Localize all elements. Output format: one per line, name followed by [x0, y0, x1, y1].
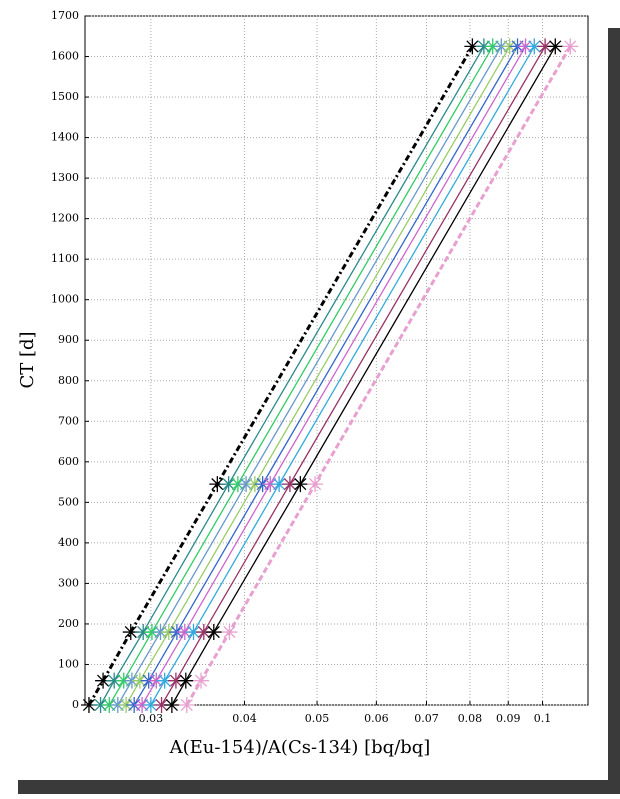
- x-tick-label: 0.1: [534, 712, 552, 725]
- point-marker: [101, 697, 118, 713]
- point-marker: [148, 672, 165, 689]
- point-marker: [95, 672, 112, 689]
- point-marker: [484, 38, 501, 55]
- x-tick-label: 0.05: [305, 712, 330, 725]
- point-marker: [262, 476, 279, 493]
- y-axis-label: CT [d]: [17, 331, 38, 388]
- point-marker: [177, 672, 194, 689]
- shadow-right: [608, 28, 620, 794]
- x-tick-label: 0.04: [232, 712, 257, 725]
- point-marker: [106, 672, 123, 689]
- point-marker: [92, 697, 109, 713]
- y-tick-label: 700: [58, 414, 79, 427]
- y-tick-label: 1200: [51, 212, 79, 225]
- y-tick-label: 1100: [51, 252, 79, 265]
- point-marker: [238, 476, 255, 493]
- point-marker: [178, 697, 195, 713]
- y-tick-label: 0: [72, 698, 79, 711]
- y-tick-label: 1400: [51, 131, 79, 144]
- x-tick-label: 0.03: [139, 712, 164, 725]
- point-marker: [134, 697, 151, 713]
- y-tick-label: 100: [58, 657, 79, 670]
- point-marker: [142, 697, 159, 713]
- x-tick-label: 0.06: [364, 712, 389, 725]
- point-marker: [156, 672, 173, 689]
- point-marker: [143, 624, 160, 641]
- y-tick-label: 400: [58, 536, 79, 549]
- point-marker: [109, 697, 126, 713]
- point-marker: [163, 697, 180, 713]
- y-tick-label: 900: [58, 333, 79, 346]
- x-tick-label: 0.07: [414, 712, 439, 725]
- point-marker: [547, 38, 564, 55]
- plot-frame: [84, 15, 589, 706]
- y-tick-label: 200: [58, 617, 79, 630]
- x-tick-label: 0.09: [496, 712, 521, 725]
- point-marker: [122, 624, 139, 641]
- y-tick-label: 1000: [51, 293, 79, 306]
- point-marker: [153, 697, 170, 713]
- point-marker: [209, 476, 226, 493]
- y-tick-label: 1600: [51, 50, 79, 63]
- point-marker: [152, 624, 169, 641]
- point-marker: [562, 38, 579, 55]
- point-marker: [115, 672, 132, 689]
- point-marker: [167, 672, 184, 689]
- point-marker: [281, 476, 298, 493]
- point-marker: [307, 476, 324, 493]
- point-marker: [160, 624, 177, 641]
- point-marker: [80, 697, 97, 713]
- x-tick-label: 0.08: [458, 712, 483, 725]
- point-marker: [526, 38, 543, 55]
- point-marker: [537, 38, 554, 55]
- point-marker: [176, 624, 193, 641]
- shadow-bottom: [18, 780, 620, 794]
- point-marker: [135, 624, 152, 641]
- point-marker: [118, 697, 135, 713]
- point-marker: [205, 624, 222, 641]
- point-marker: [493, 38, 510, 55]
- y-tick-label: 600: [58, 455, 79, 468]
- point-marker: [131, 672, 148, 689]
- y-tick-label: 1700: [51, 9, 79, 22]
- point-marker: [185, 624, 202, 641]
- point-marker: [220, 476, 237, 493]
- point-marker: [517, 38, 534, 55]
- point-marker: [221, 624, 238, 641]
- point-marker: [271, 476, 288, 493]
- x-axis-label: A(Eu-154)/A(Cs-134) [bq/bq]: [169, 737, 431, 758]
- point-marker: [464, 38, 481, 55]
- point-marker: [229, 476, 246, 493]
- y-tick-label: 800: [58, 374, 79, 387]
- point-marker: [195, 624, 212, 641]
- point-marker: [193, 672, 210, 689]
- y-tick-label: 1500: [51, 90, 79, 103]
- point-marker: [292, 476, 309, 493]
- y-tick-label: 300: [58, 576, 79, 589]
- y-tick-label: 500: [58, 495, 79, 508]
- point-marker: [475, 38, 492, 55]
- y-tick-label: 1300: [51, 171, 79, 184]
